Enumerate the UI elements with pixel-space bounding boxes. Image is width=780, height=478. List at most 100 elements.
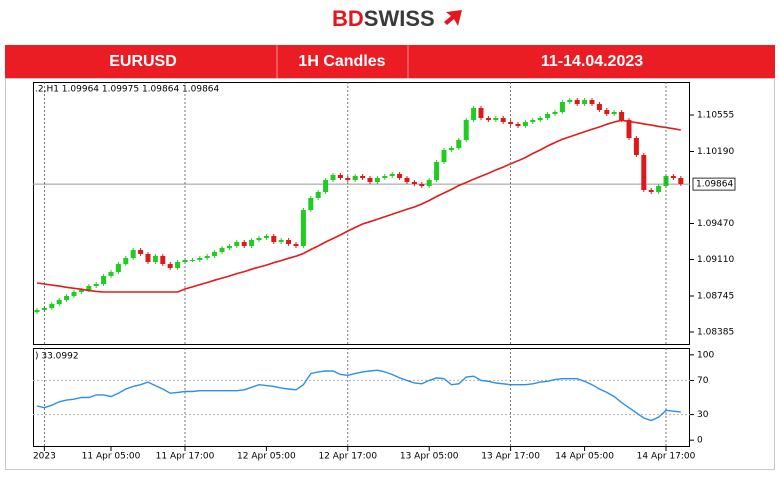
candle-body	[589, 100, 595, 104]
x-tick-label: 11 Apr 05:00	[82, 452, 141, 462]
candle-body	[567, 100, 573, 102]
x-tick-label: 14 Apr 17:00	[637, 452, 696, 462]
candle-body	[456, 140, 462, 148]
candle-body	[574, 100, 580, 104]
candle-body	[241, 242, 247, 246]
x-tick-label: 13 Apr 05:00	[400, 452, 459, 462]
candle-body	[189, 260, 195, 261]
candle-body	[138, 250, 144, 254]
candle-body	[93, 284, 99, 286]
candle-body	[522, 122, 528, 126]
y-tick-label: 1.08385	[697, 328, 734, 338]
header-cell: EURUSD	[109, 53, 177, 70]
candle-body	[545, 114, 551, 118]
candle-body	[182, 260, 188, 262]
header-bar: EURUSD 1H Candles 11-14.04.2023	[5, 45, 775, 78]
candle-body	[56, 300, 62, 304]
candle-body	[308, 198, 314, 210]
rsi-plot	[33, 369, 690, 422]
candle-body	[293, 244, 299, 246]
y-tick-label: 0	[697, 436, 703, 446]
candle-body	[249, 240, 255, 246]
candle-body	[271, 236, 277, 242]
candle-body	[656, 186, 662, 192]
candle-body	[397, 174, 403, 178]
y-tick-label: 1.09470	[697, 219, 734, 229]
candle-body	[337, 175, 343, 178]
y-tick-label: 1.09110	[697, 255, 734, 265]
candle-body	[71, 292, 77, 296]
header-cell: 11-14.04.2023	[541, 53, 643, 70]
candle-body	[648, 190, 654, 192]
candle-body	[411, 182, 417, 184]
x-tick-label: 12 Apr 17:00	[318, 452, 377, 462]
candle-body	[515, 124, 521, 126]
logo-bd: BD	[332, 6, 364, 31]
rsi-line	[36, 369, 681, 422]
candle-body	[197, 258, 203, 260]
y-tick-label: 1.10190	[697, 147, 734, 157]
candle-body	[315, 192, 321, 198]
candle-body	[641, 155, 647, 190]
candle-body	[41, 308, 47, 310]
candle-body	[582, 100, 588, 104]
candle-body	[204, 256, 210, 258]
candle-body	[175, 262, 181, 268]
y-tick-label: 1.08745	[697, 292, 734, 302]
candle-body	[152, 256, 158, 262]
logo: BDSWISS	[332, 6, 462, 31]
candle-body	[323, 180, 329, 192]
y-tick-label: 1.10555	[697, 111, 734, 121]
y-tick-label: 70	[697, 376, 709, 386]
candle-body	[130, 250, 136, 258]
candle-body	[115, 264, 121, 272]
candle-body	[559, 102, 565, 112]
candle-body	[219, 248, 225, 252]
candle-body	[226, 246, 232, 248]
candle-body	[352, 176, 358, 180]
chart-frame	[5, 78, 775, 470]
candle-body	[537, 118, 543, 120]
candle-body	[426, 180, 432, 186]
logo-arrow	[444, 10, 462, 26]
candle-body	[212, 252, 218, 256]
candle-body	[256, 238, 262, 240]
candle-body	[367, 178, 373, 182]
logo-text: BDSWISS	[332, 6, 435, 31]
x-tick-label: 14 Apr 05:00	[555, 452, 614, 462]
main-plot	[33, 98, 690, 314]
logo-swiss: SWISS	[364, 6, 435, 31]
candle-body	[530, 120, 536, 122]
candle-body	[463, 120, 469, 140]
moving-average	[36, 119, 681, 293]
candle-body	[678, 178, 684, 184]
x-tick-label: 12 Apr 05:00	[237, 452, 296, 462]
candle-body	[108, 272, 114, 276]
candle-body	[167, 264, 173, 268]
chart-info: .2,H1 1.09964 1.09975 1.09864 1.09864	[35, 85, 220, 95]
candle-body	[670, 176, 676, 178]
candle-body	[419, 184, 425, 186]
candle-body	[360, 176, 366, 178]
axes: 1.10555 1.10190 1.09470 1.09110 1.08745 1.083…	[33, 82, 736, 462]
candle-body	[441, 150, 447, 162]
rsi-panel	[33, 348, 690, 447]
y-tick-label: 100	[697, 350, 714, 360]
candle-body	[611, 112, 617, 114]
candle-body	[471, 108, 477, 120]
candle-body	[78, 290, 84, 292]
candle-body	[552, 112, 558, 114]
candle-body	[604, 110, 610, 114]
candle-body	[286, 240, 292, 244]
candle-body	[374, 178, 380, 182]
candle-body	[160, 256, 166, 264]
candle-body	[596, 104, 602, 110]
candle-body	[101, 276, 107, 284]
candle-body	[145, 254, 151, 262]
candle-body	[434, 162, 440, 180]
main-panel	[33, 82, 690, 345]
header-cell: 1H Candles	[298, 53, 385, 70]
candle-body	[478, 108, 484, 118]
rsi-label: ) 33.0992	[35, 352, 79, 362]
